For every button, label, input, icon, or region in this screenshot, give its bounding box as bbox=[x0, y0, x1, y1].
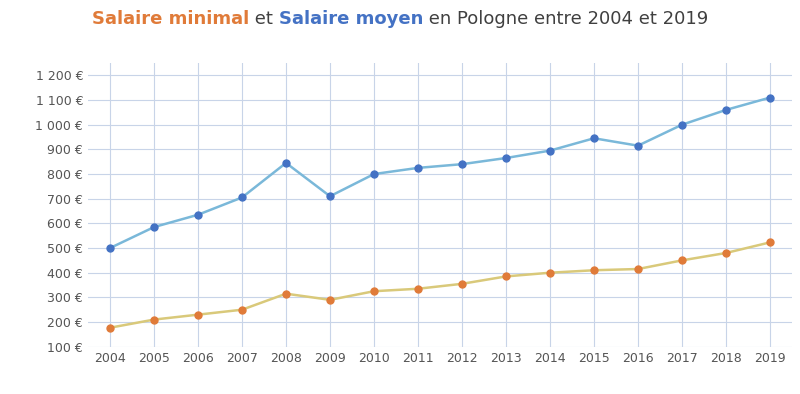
Text: en Pologne entre 2004 et 2019: en Pologne entre 2004 et 2019 bbox=[423, 9, 708, 28]
Text: Salaire moyen: Salaire moyen bbox=[278, 9, 423, 28]
Text: Salaire minimal: Salaire minimal bbox=[92, 9, 249, 28]
Text: et: et bbox=[249, 9, 278, 28]
